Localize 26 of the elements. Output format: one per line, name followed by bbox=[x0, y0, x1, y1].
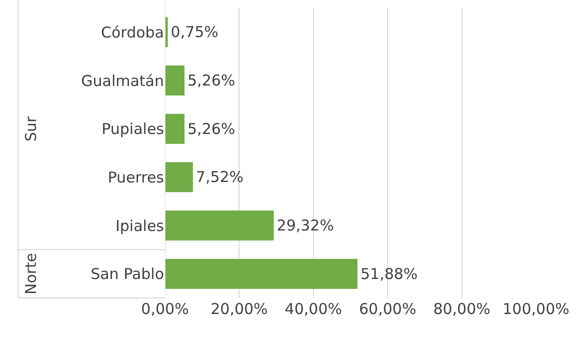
x-tick-label: 60,00% bbox=[359, 300, 416, 318]
data-label: 5,26% bbox=[188, 120, 236, 138]
data-label: 7,52% bbox=[196, 168, 244, 186]
text: Sur bbox=[22, 116, 40, 142]
data-label: 5,26% bbox=[188, 72, 236, 90]
x-tick-label: 80,00% bbox=[433, 300, 490, 318]
x-tick-label: 100,00% bbox=[502, 300, 570, 318]
bar bbox=[165, 162, 193, 192]
x-tick-label: 40,00% bbox=[284, 300, 342, 318]
y-tick-label: San Pablo bbox=[90, 265, 164, 284]
x-tick-label: 0,00% bbox=[141, 300, 189, 318]
bar bbox=[165, 114, 185, 144]
y-tick-label: Córdoba bbox=[101, 23, 164, 42]
data-label: 51,88% bbox=[360, 264, 418, 283]
y-tick-label: Puerres bbox=[108, 168, 164, 186]
bar bbox=[165, 210, 274, 240]
bar bbox=[165, 17, 168, 48]
x-tick-label: 20,00% bbox=[210, 300, 268, 318]
data-label: 0,75% bbox=[170, 23, 218, 42]
text: Norte bbox=[22, 252, 40, 295]
bar bbox=[165, 258, 358, 289]
y-tick-label: Gualmatán bbox=[81, 72, 164, 90]
bar bbox=[165, 66, 185, 96]
data-label: 29,32% bbox=[276, 216, 334, 234]
y-tick-label: Ipiales bbox=[115, 216, 164, 235]
y-tick-label: Pupiales bbox=[102, 120, 164, 138]
